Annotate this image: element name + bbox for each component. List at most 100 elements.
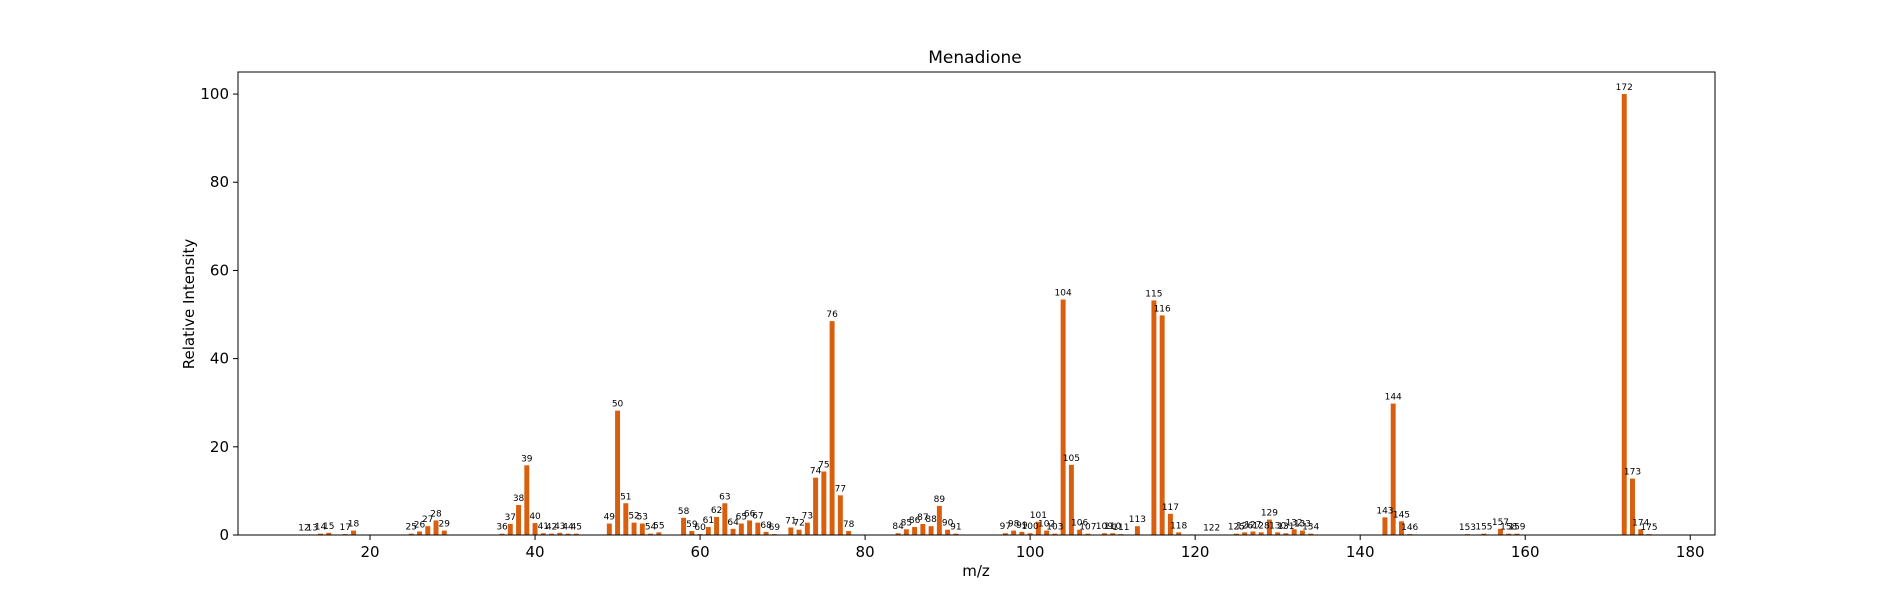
peak-label-mz-146: 146 — [1401, 523, 1418, 533]
bar-mz-37 — [508, 524, 513, 535]
peak-label-mz-29: 29 — [439, 520, 451, 530]
x-tick-label: 40 — [526, 543, 545, 561]
peak-label-mz-40: 40 — [529, 512, 541, 522]
peak-label-mz-58: 58 — [678, 507, 690, 517]
peak-label-mz-51: 51 — [620, 492, 631, 502]
bar-mz-65 — [739, 524, 744, 535]
bar-mz-27 — [425, 526, 430, 535]
peak-label-mz-45: 45 — [571, 523, 582, 533]
bar-mz-62 — [714, 517, 719, 535]
x-axis-label: m/z — [962, 562, 990, 580]
y-tick-label: 40 — [210, 350, 229, 368]
peak-label-mz-62: 62 — [711, 506, 722, 516]
bar-mz-49 — [607, 524, 612, 535]
x-tick-label: 120 — [1181, 543, 1210, 561]
bar-mz-113 — [1135, 526, 1140, 535]
peak-label-mz-77: 77 — [835, 484, 846, 494]
bar-mz-98 — [1011, 531, 1016, 535]
peak-label-mz-100: 100 — [1022, 522, 1039, 532]
peak-label-mz-73: 73 — [802, 512, 813, 522]
bar-mz-87 — [920, 524, 925, 535]
peak-label-mz-129: 129 — [1261, 509, 1278, 519]
peak-label-mz-134: 134 — [1302, 523, 1319, 533]
peak-label-mz-155: 155 — [1475, 523, 1492, 533]
bars-group — [302, 94, 1652, 535]
peak-label-mz-128: 128 — [1253, 521, 1270, 531]
y-tick-label: 60 — [210, 261, 229, 279]
peak-label-mz-50: 50 — [612, 400, 624, 410]
peak-label-mz-175: 175 — [1640, 523, 1657, 533]
x-tick-label: 180 — [1676, 543, 1705, 561]
peak-label-mz-63: 63 — [719, 492, 730, 502]
bar-mz-104 — [1061, 300, 1066, 535]
peak-label-mz-172: 172 — [1616, 83, 1633, 93]
peak-label-mz-122: 122 — [1203, 524, 1220, 534]
peak-label-mz-36: 36 — [496, 523, 508, 533]
y-tick-label: 20 — [210, 438, 229, 456]
peak-label-mz-55: 55 — [653, 521, 664, 531]
peak-label-mz-118: 118 — [1170, 521, 1187, 531]
chart-title: Menadione — [928, 48, 1021, 68]
bar-mz-52 — [632, 523, 637, 535]
peak-label-mz-28: 28 — [430, 509, 442, 519]
bar-mz-75 — [821, 472, 826, 535]
peak-label-mz-75: 75 — [818, 461, 829, 471]
x-tick-label: 80 — [856, 543, 875, 561]
peak-label-mz-117: 117 — [1162, 503, 1179, 513]
y-axis-label: Relative Intensity — [180, 239, 198, 370]
bar-mz-143 — [1382, 517, 1387, 535]
y-tick-label: 0 — [219, 526, 229, 544]
peak-label-mz-61: 61 — [703, 516, 714, 526]
bar-mz-86 — [912, 527, 917, 535]
bar-mz-50 — [615, 411, 620, 535]
peak-label-mz-103: 103 — [1046, 523, 1063, 533]
peak-label-mz-159: 159 — [1508, 523, 1525, 533]
peak-label-mz-88: 88 — [925, 515, 937, 525]
peak-label-mz-144: 144 — [1385, 393, 1402, 403]
x-tick-label: 100 — [1016, 543, 1045, 561]
peak-label-mz-15: 15 — [323, 522, 334, 532]
bar-mz-38 — [516, 505, 521, 535]
peak-label-mz-113: 113 — [1129, 515, 1146, 525]
peak-label-mz-104: 104 — [1055, 289, 1072, 299]
peak-label-mz-76: 76 — [826, 310, 838, 320]
peak-label-mz-89: 89 — [934, 495, 946, 505]
bar-mz-29 — [442, 531, 447, 535]
bar-mz-127 — [1250, 531, 1255, 535]
bar-mz-39 — [524, 465, 529, 535]
bar-mz-61 — [706, 527, 711, 535]
peak-label-mz-111: 111 — [1112, 523, 1129, 533]
peak-label-mz-107: 107 — [1079, 523, 1096, 533]
bar-mz-88 — [929, 526, 934, 535]
peak-label-mz-115: 115 — [1145, 289, 1162, 299]
plot-frame — [238, 72, 1715, 535]
bar-mz-18 — [351, 531, 356, 535]
x-tick-label: 140 — [1346, 543, 1375, 561]
bar-mz-66 — [747, 520, 752, 535]
peak-label-mz-39: 39 — [521, 454, 533, 464]
x-tick-label: 20 — [360, 543, 379, 561]
peak-label-mz-91: 91 — [950, 523, 961, 533]
bar-mz-72 — [797, 530, 802, 535]
peak-label-mz-145: 145 — [1393, 510, 1410, 520]
bar-mz-74 — [813, 478, 818, 535]
bar-mz-64 — [731, 529, 736, 535]
bar-mz-115 — [1151, 300, 1156, 535]
bar-mz-76 — [830, 321, 835, 535]
bar-mz-73 — [805, 523, 810, 535]
bar-mz-78 — [846, 531, 851, 535]
peak-label-mz-105: 105 — [1063, 454, 1080, 464]
peak-label-mz-38: 38 — [513, 494, 525, 504]
peak-label-mz-173: 173 — [1624, 468, 1641, 478]
peak-label-mz-53: 53 — [637, 513, 648, 523]
peak-label-mz-153: 153 — [1459, 523, 1476, 533]
peak-label-mz-116: 116 — [1154, 304, 1171, 314]
x-tick-label: 160 — [1511, 543, 1540, 561]
peak-label-mz-78: 78 — [843, 520, 855, 530]
y-tick-label: 100 — [200, 85, 229, 103]
